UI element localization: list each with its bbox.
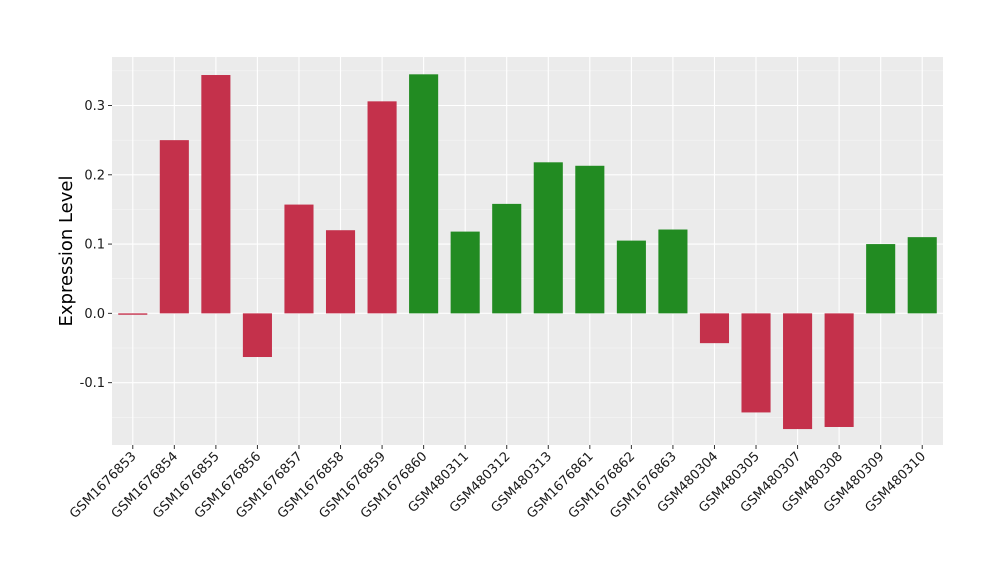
bar-gsm480308 <box>824 313 854 427</box>
bar-gsm480307 <box>783 313 813 430</box>
y-tick-label: -0.1 <box>80 376 105 391</box>
y-tick-label: 0.1 <box>84 238 105 253</box>
bar-gsm480304 <box>699 313 730 344</box>
bar-gsm480305 <box>741 313 771 413</box>
bar-gsm1676853 <box>118 313 148 315</box>
bar-gsm480309 <box>866 244 896 314</box>
y-tick-label: 0.0 <box>84 307 105 322</box>
bar-gsm1676855 <box>201 75 231 314</box>
y-tick-label: 0.3 <box>84 99 105 114</box>
bar-gsm1676861 <box>575 165 605 314</box>
bar-gsm1676856 <box>242 313 272 358</box>
y-axis-title: Expression Level <box>56 176 77 327</box>
bar-gsm1676858 <box>325 230 356 314</box>
bar-gsm1676857 <box>284 204 314 314</box>
bar-gsm480312 <box>492 203 522 314</box>
bar-gsm1676854 <box>159 140 189 314</box>
bar-gsm1676860 <box>409 74 439 314</box>
y-tick-label: 0.2 <box>84 168 105 183</box>
bar-gsm480313 <box>533 162 563 314</box>
x-axis: GSM1676853GSM1676854GSM1676855GSM1676856… <box>67 445 929 522</box>
bar-gsm1676859 <box>367 101 397 314</box>
plot-panel <box>112 57 943 445</box>
bar-gsm480311 <box>450 231 480 314</box>
bar-gsm1676862 <box>616 240 646 314</box>
bar-gsm480310 <box>907 237 937 314</box>
bars <box>118 74 937 430</box>
bar-gsm1676863 <box>658 229 688 314</box>
y-axis: -0.1 0.0 0.1 0.2 0.3 <box>80 99 112 391</box>
